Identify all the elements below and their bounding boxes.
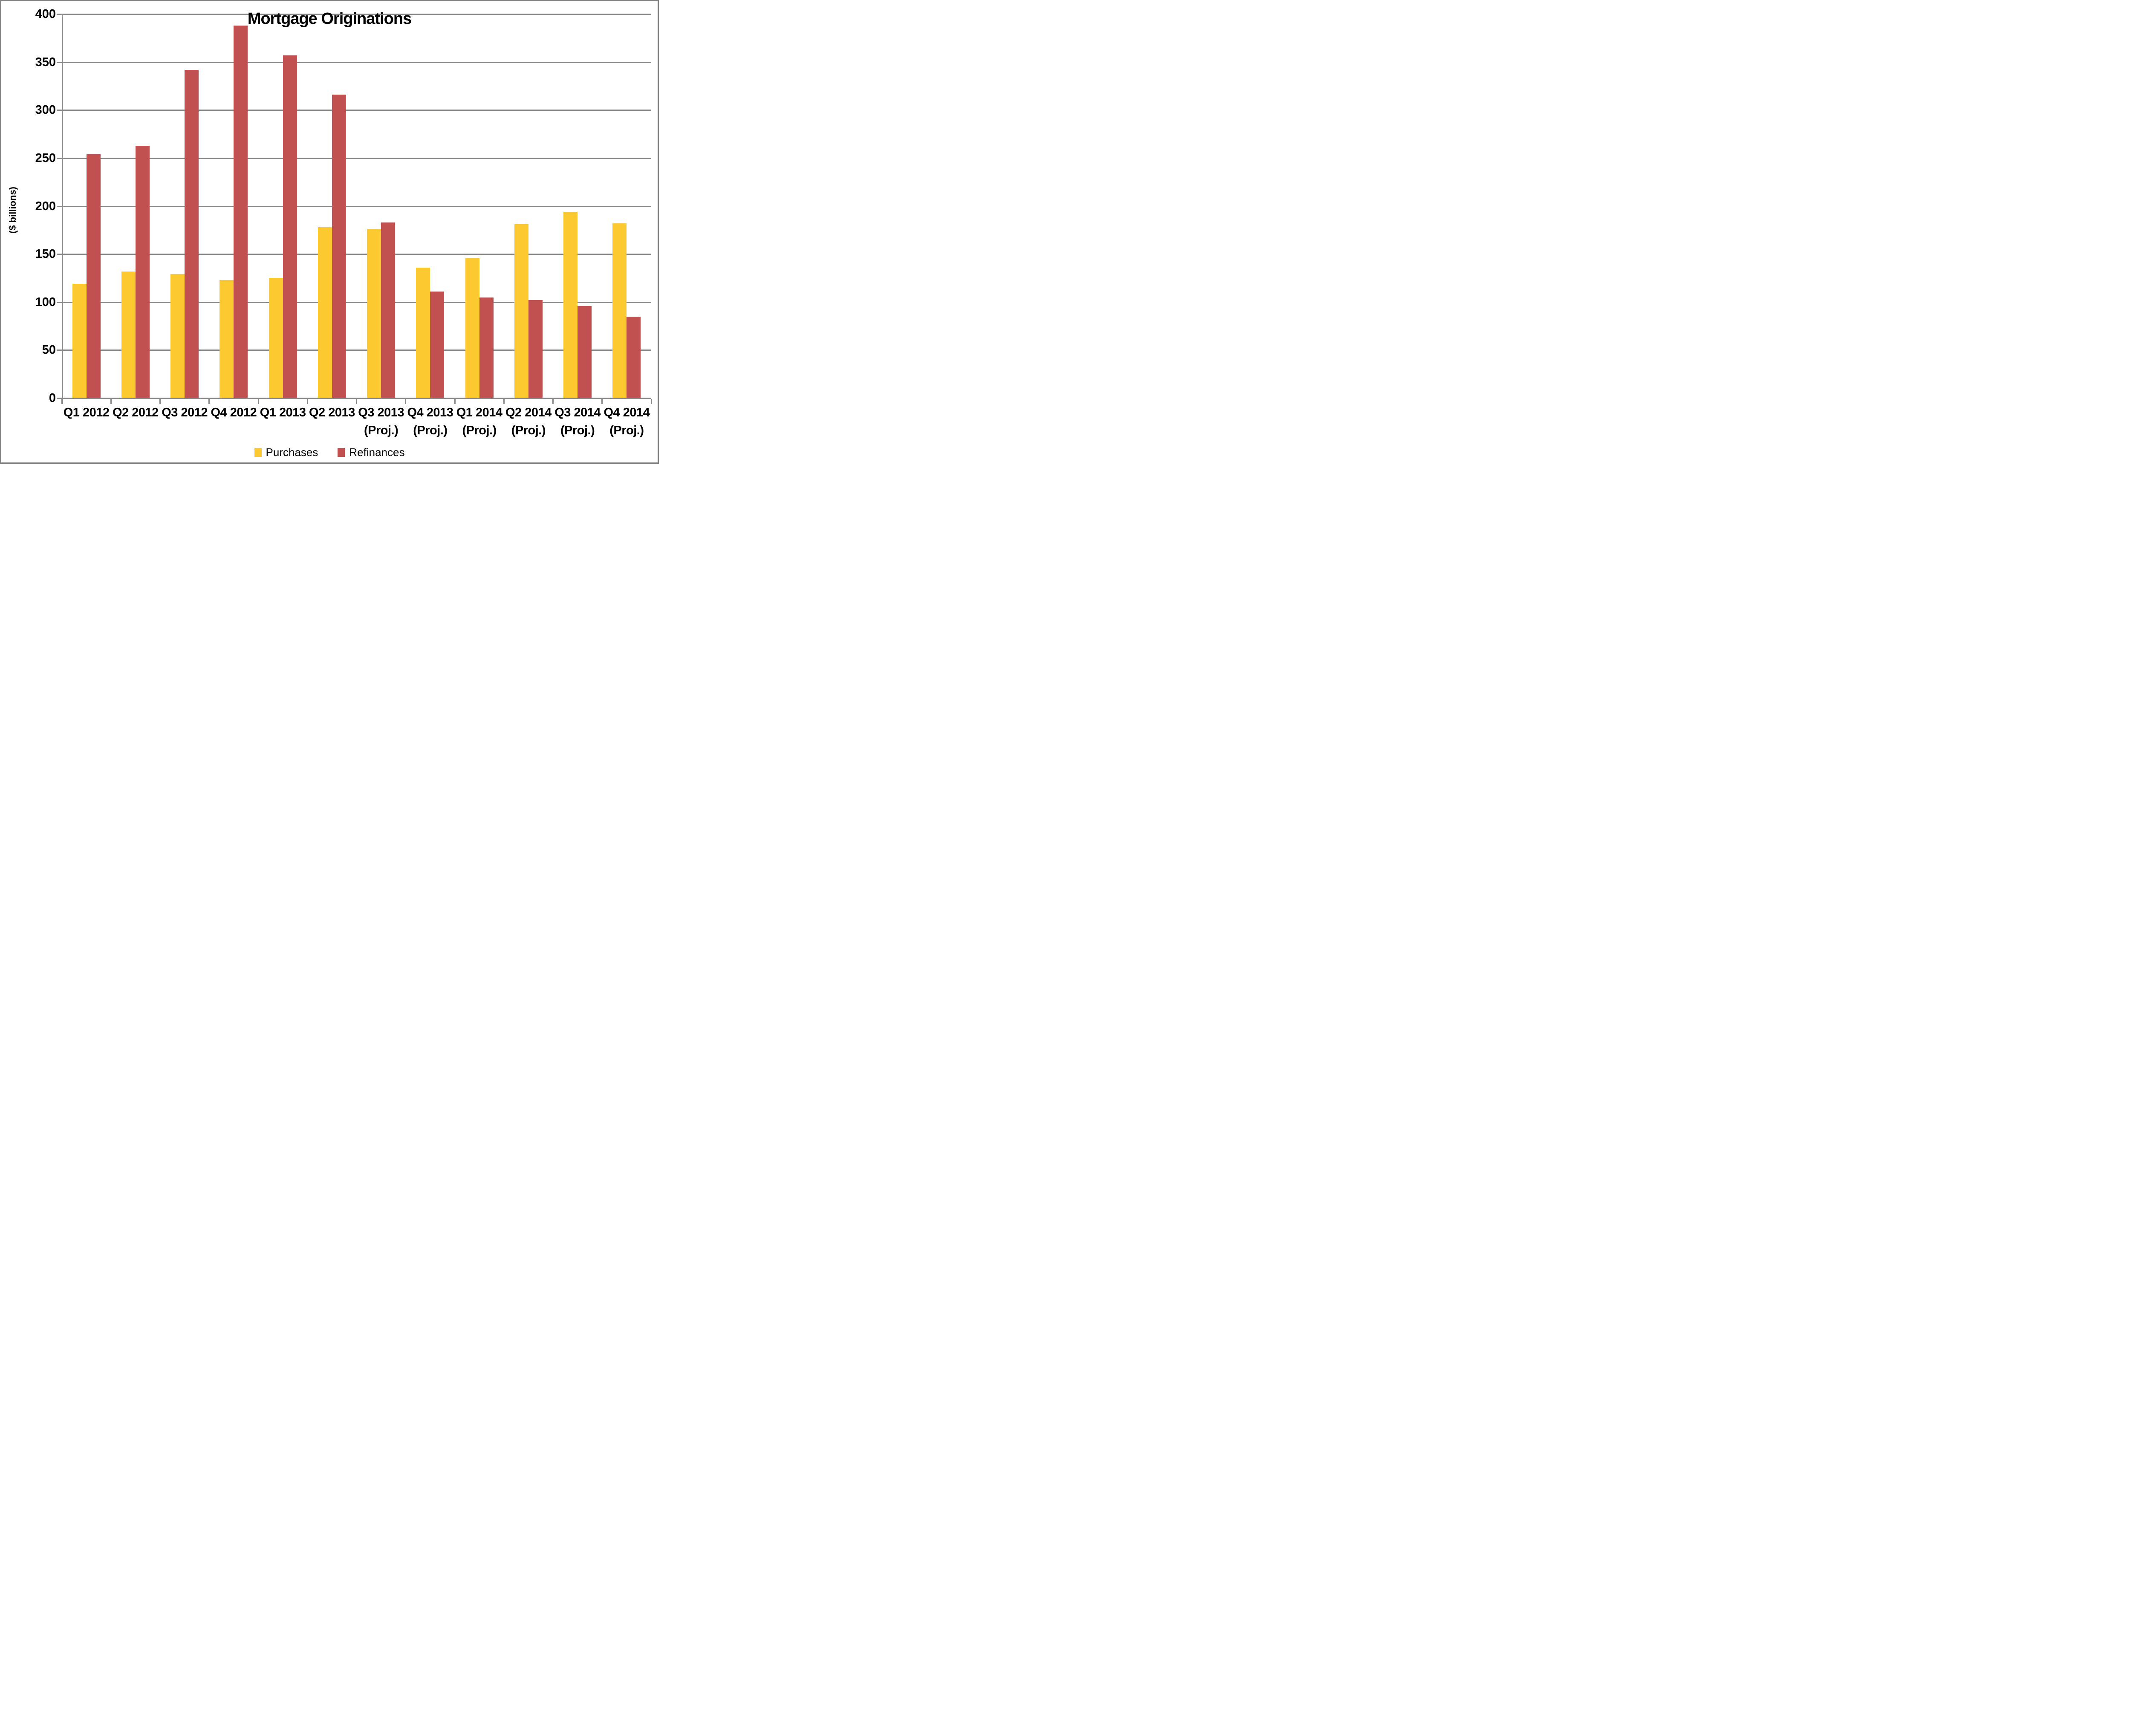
bar-purchases-7 (416, 267, 430, 398)
x-category-label-9: Q2 2014 (Proj.) (497, 406, 560, 438)
y-tick-400 (57, 14, 62, 15)
gridline-50 (62, 350, 651, 351)
x-boundary-tick-4 (257, 399, 259, 404)
bar-purchases-6 (367, 229, 381, 398)
x-category-sublabel-8: (Proj.) (462, 424, 497, 437)
y-tick-250 (57, 158, 62, 159)
gridline-250 (62, 158, 651, 159)
y-tick-label-300: 300 (35, 103, 56, 117)
x-category-label-8: Q1 2014 (Proj.) (448, 406, 511, 438)
bar-refinances-8 (479, 297, 494, 398)
y-tick-150 (57, 254, 62, 255)
bar-refinances-10 (578, 306, 592, 398)
x-boundary-tick-1 (110, 399, 112, 404)
x-category-label-11: Q4 2014 (Proj.) (595, 406, 658, 438)
x-boundary-tick-12 (650, 399, 652, 404)
y-tick-100 (57, 302, 62, 303)
gridline-350 (62, 62, 651, 63)
gridline-200 (62, 206, 651, 207)
x-category-label-7: Q4 2013 (Proj.) (398, 406, 462, 438)
gridline-300 (62, 110, 651, 111)
chart-title: Mortgage Originations (247, 10, 412, 28)
x-category-sublabel-10: (Proj.) (560, 424, 595, 437)
x-category-label-6: Q3 2013 (Proj.) (349, 406, 413, 438)
x-boundary-tick-3 (208, 399, 210, 404)
bar-purchases-1 (121, 271, 136, 398)
bar-purchases-2 (170, 274, 185, 398)
x-category-sublabel-7: (Proj.) (413, 424, 448, 437)
x-category-label-2: Q3 2012 (162, 406, 208, 419)
bar-refinances-2 (185, 69, 199, 398)
x-boundary-tick-7 (405, 399, 407, 404)
bar-refinances-0 (86, 154, 101, 398)
bar-purchases-0 (72, 284, 87, 398)
y-tick-label-50: 50 (42, 343, 56, 357)
x-category-label-0: Q1 2012 (63, 406, 110, 419)
legend-label-purchases: Purchases (266, 446, 318, 459)
gridline-400 (62, 14, 651, 15)
legend-item-purchases: Purchases (254, 446, 318, 459)
bar-purchases-3 (219, 280, 234, 398)
x-category-label-4: Q1 2013 (260, 406, 306, 419)
legend-item-refinances: Refinances (338, 446, 404, 459)
x-boundary-tick-0 (61, 399, 63, 404)
y-tick-label-350: 350 (35, 55, 56, 69)
chart-canvas: Mortgage Originations ($ billions) 0 50 10… (0, 0, 659, 464)
bar-purchases-5 (318, 227, 332, 398)
x-boundary-tick-5 (306, 399, 308, 404)
bar-purchases-4 (269, 278, 283, 398)
x-boundary-tick-10 (552, 399, 554, 404)
bar-purchases-8 (465, 258, 479, 398)
bar-purchases-9 (514, 224, 528, 398)
plot-area: 0 50 100 150 200 250 300 350 400 Q1 2012 Q2 2012 Q3… (1, 1, 658, 462)
bar-purchases-11 (612, 223, 627, 398)
bar-refinances-1 (135, 145, 150, 398)
y-axis-title: ($ billions) (7, 187, 18, 234)
x-boundary-tick-9 (503, 399, 505, 404)
x-boundary-tick-2 (159, 399, 161, 404)
y-tick-label-0: 0 (49, 391, 56, 405)
x-category-sublabel-6: (Proj.) (364, 424, 398, 437)
bar-purchases-10 (563, 212, 578, 398)
bar-refinances-3 (234, 26, 248, 398)
y-tick-label-400: 400 (35, 7, 56, 21)
y-tick-label-200: 200 (35, 199, 56, 213)
y-tick-200 (57, 206, 62, 207)
bar-refinances-7 (430, 292, 445, 398)
y-axis-line (62, 14, 63, 404)
legend: Purchases Refinances (1, 446, 658, 459)
x-category-sublabel-9: (Proj.) (511, 424, 546, 437)
bar-refinances-6 (381, 222, 396, 398)
x-category-label-1: Q2 2012 (113, 406, 159, 419)
y-tick-label-150: 150 (35, 247, 56, 261)
legend-swatch-purchases (254, 448, 262, 457)
bar-refinances-4 (283, 55, 297, 398)
x-boundary-tick-6 (356, 399, 357, 404)
legend-label-refinances: Refinances (349, 446, 405, 459)
y-tick-350 (57, 62, 62, 63)
x-category-label-5: Q2 2013 (309, 406, 355, 419)
y-tick-label-100: 100 (35, 295, 56, 309)
legend-swatch-refinances (338, 448, 345, 457)
bar-refinances-5 (332, 95, 346, 398)
bar-refinances-9 (528, 300, 543, 398)
x-category-sublabel-11: (Proj.) (609, 424, 644, 437)
bar-refinances-11 (627, 316, 641, 398)
x-category-label-3: Q4 2012 (211, 406, 257, 419)
y-tick-300 (57, 110, 62, 111)
x-boundary-tick-8 (454, 399, 456, 404)
gridline-100 (62, 302, 651, 303)
y-tick-label-250: 250 (35, 151, 56, 165)
x-boundary-tick-11 (601, 399, 603, 404)
gridline-150 (62, 254, 651, 255)
x-category-label-10: Q3 2014 (Proj.) (546, 406, 609, 438)
y-tick-50 (57, 350, 62, 351)
x-axis-line (57, 398, 651, 399)
